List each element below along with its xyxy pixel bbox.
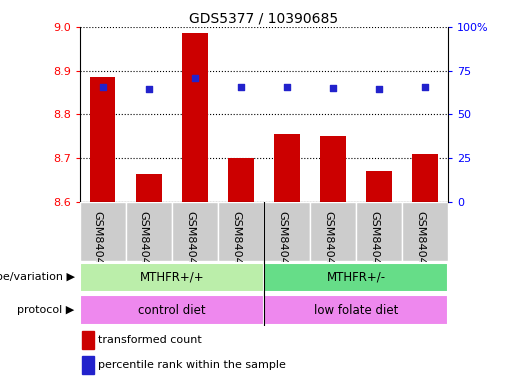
Bar [264,263,448,292]
Text: percentile rank within the sample: percentile rank within the sample [98,360,286,370]
Text: low folate diet: low folate diet [314,304,398,316]
Bar [320,136,346,202]
Point [421,84,429,90]
Bar [80,263,264,292]
Bar [310,202,356,261]
Text: GSM840459: GSM840459 [139,210,149,278]
Bar [182,33,208,202]
Text: control diet: control diet [138,304,205,316]
Bar [264,202,310,261]
Text: GSM840464: GSM840464 [369,210,379,278]
Bar [172,202,218,261]
Point [99,84,107,90]
Bar [228,158,253,202]
Text: GSM840458: GSM840458 [93,210,103,278]
Point [283,84,291,90]
Point [191,75,199,81]
Bar [366,171,392,202]
Bar [413,154,438,202]
Bar [80,202,126,261]
Bar [80,295,264,325]
Text: GSM840463: GSM840463 [323,210,333,278]
Bar [136,174,162,202]
Bar [274,134,300,202]
Point [145,86,153,92]
Text: transformed count: transformed count [98,335,201,345]
Bar [82,356,94,374]
Bar [90,77,115,202]
Bar [356,202,402,261]
Bar [218,202,264,261]
Point [237,84,245,90]
Bar [82,331,94,349]
Point [329,85,337,91]
Text: GSM840465: GSM840465 [415,210,425,278]
Point [375,86,383,92]
Text: GSM840461: GSM840461 [231,210,241,278]
Text: GSM840462: GSM840462 [277,210,287,278]
Title: GDS5377 / 10390685: GDS5377 / 10390685 [190,12,338,26]
Text: genotype/variation ▶: genotype/variation ▶ [0,272,75,283]
Text: protocol ▶: protocol ▶ [18,305,75,315]
Bar [126,202,172,261]
Text: MTHFR+/-: MTHFR+/- [327,271,386,284]
Bar [402,202,448,261]
Text: GSM840460: GSM840460 [185,210,195,278]
Text: MTHFR+/+: MTHFR+/+ [140,271,204,284]
Bar [264,295,448,325]
